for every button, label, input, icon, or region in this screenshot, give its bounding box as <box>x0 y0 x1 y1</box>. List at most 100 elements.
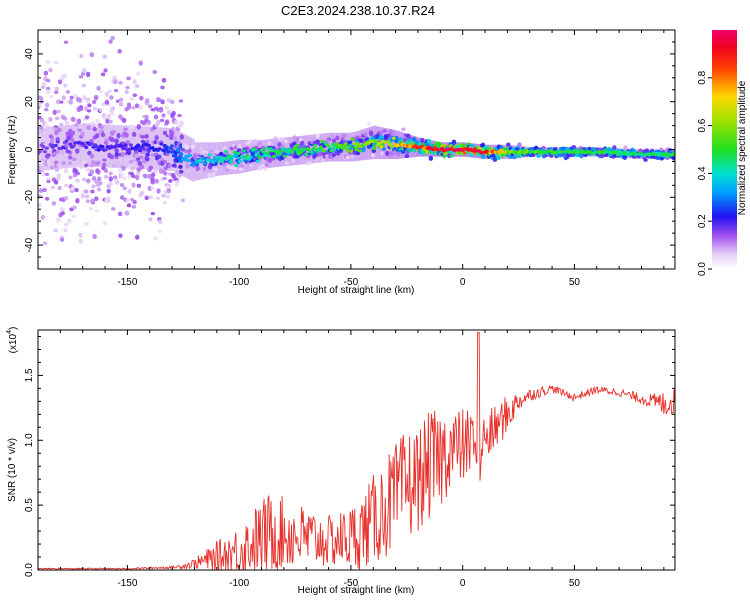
heatmap-core-cell <box>254 153 259 157</box>
heatmap-cell <box>320 158 326 163</box>
heatmap-cell <box>84 194 90 199</box>
heatmap-cell <box>144 155 149 160</box>
heatmap-cell <box>233 145 238 150</box>
snr-scale-close: ) <box>8 327 19 330</box>
heatmap-cell <box>70 130 76 136</box>
heatmap-cell <box>78 232 83 238</box>
heatmap-cell <box>172 135 178 141</box>
heatmap-core-cell <box>95 145 100 149</box>
snr-line-area <box>38 332 675 570</box>
heatmap-core-cell <box>55 140 60 144</box>
heatmap-core-cell <box>345 148 350 152</box>
heatmap-cell <box>347 140 353 144</box>
heatmap-cell <box>108 171 113 176</box>
heatmap-cell <box>131 105 136 110</box>
heatmap-cell <box>104 99 110 105</box>
heatmap-cell <box>73 93 78 100</box>
heatmap-core-cell <box>202 161 207 166</box>
heatmap-cell <box>156 188 161 194</box>
heatmap-cell <box>95 118 100 124</box>
heatmap-cell <box>162 200 167 205</box>
heatmap-cell <box>148 195 153 200</box>
heatmap-core-cell <box>227 154 232 158</box>
heatmap-cell <box>179 120 184 126</box>
heatmap-cell <box>57 127 62 133</box>
heatmap-cell <box>61 161 66 165</box>
heatmap-core-cell <box>187 153 192 157</box>
snr-x-label: Height of straight line (km) <box>298 585 415 596</box>
y-tick-label: 0 <box>24 146 35 152</box>
heatmap-cell <box>94 196 99 202</box>
heatmap-cell <box>171 110 176 116</box>
heatmap-cell <box>486 146 491 151</box>
heatmap-cell <box>110 137 115 143</box>
heatmap-core-cell <box>103 148 108 152</box>
heatmap-cell <box>98 181 103 185</box>
snr-y-label: SNR (10 * v/v) <box>7 438 18 502</box>
heatmap-cell <box>72 205 77 210</box>
heatmap-cell <box>219 151 224 156</box>
heatmap-cell <box>46 89 51 95</box>
heatmap-core-cell <box>232 150 237 154</box>
heatmap-cell <box>300 140 305 146</box>
heatmap-cell <box>163 171 168 176</box>
snr-series-line <box>38 332 675 570</box>
heatmap-cell <box>156 119 161 125</box>
heatmap-core-cell <box>343 142 348 146</box>
heatmap-core-cell <box>255 159 260 163</box>
heatmap-cell <box>59 237 65 242</box>
heatmap-cell <box>115 180 120 185</box>
heatmap-core-cell <box>264 146 269 150</box>
heatmap-cell <box>42 131 47 135</box>
heatmap-cell <box>87 103 92 108</box>
heatmap-cell <box>85 199 91 204</box>
heatmap-cell <box>69 207 74 212</box>
heatmap-cell <box>273 136 278 140</box>
snr-scale-text: (x10 <box>8 333 19 353</box>
heatmap-core-cell <box>52 148 57 153</box>
heatmap-cell <box>392 150 397 155</box>
heatmap-cell <box>170 99 175 105</box>
heatmap-cell <box>63 227 68 233</box>
heatmap-cell <box>118 80 123 85</box>
heatmap-cell <box>79 53 84 59</box>
heatmap-cell <box>314 157 320 162</box>
heatmap-cell <box>45 79 51 83</box>
heatmap-core-cell <box>43 150 48 154</box>
heatmap-cell <box>89 51 94 58</box>
heatmap-cell <box>121 176 127 181</box>
heatmap-cell <box>178 164 183 169</box>
heatmap-cell <box>496 155 501 161</box>
heatmap-cell <box>42 241 48 245</box>
heatmap-cell <box>100 72 106 77</box>
heatmap-cell <box>44 107 49 112</box>
heatmap-cell <box>257 142 262 146</box>
heatmap-core-cell <box>50 145 55 149</box>
heatmap-cell <box>40 166 45 172</box>
heatmap-cell <box>75 178 80 183</box>
heatmap-cell <box>85 71 91 78</box>
heatmap-core-cell <box>64 139 69 143</box>
heatmap-cell <box>150 172 156 178</box>
heatmap-cell <box>91 175 97 182</box>
heatmap-core-cell <box>182 157 187 162</box>
heatmap-cell <box>56 109 61 114</box>
heatmap-cell <box>179 134 184 140</box>
heatmap-cell <box>85 98 90 104</box>
spectrogram-ticks: -150 -100 -50 0 50 -40 -20 0 20 40 <box>24 30 675 288</box>
heatmap-core-cell <box>356 142 361 146</box>
chart-title: C2E3.2024.238.10.37.R24 <box>281 3 435 18</box>
heatmap-halo-cell <box>49 126 52 170</box>
heatmap-halo-cell <box>127 125 130 169</box>
heatmap-cell <box>226 164 231 170</box>
heatmap-cell <box>92 126 98 132</box>
heatmap-core-cell <box>313 143 318 147</box>
heatmap-cell <box>644 148 650 153</box>
heatmap-cell <box>102 54 107 59</box>
heatmap-cell <box>94 180 99 184</box>
snr-scale-note: (x104) <box>6 327 19 354</box>
heatmap-cell <box>317 151 322 156</box>
heatmap-cell <box>152 69 157 75</box>
heatmap-cell <box>42 188 47 193</box>
heatmap-cell <box>267 141 272 147</box>
